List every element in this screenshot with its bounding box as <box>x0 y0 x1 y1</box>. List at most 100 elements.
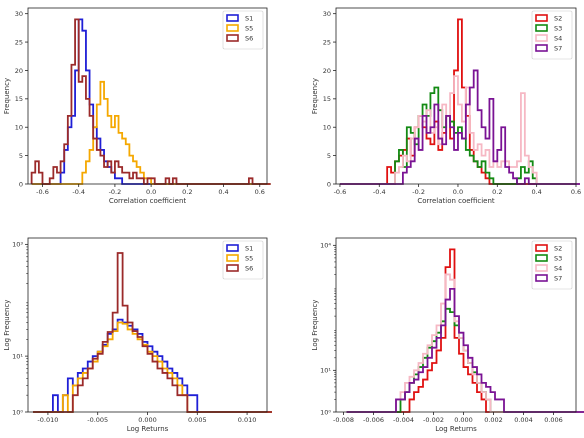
legend-swatch-s2 <box>535 14 548 22</box>
histogram-series-s1 <box>32 318 272 413</box>
legend-swatch-s7 <box>535 274 548 282</box>
legend: S2 S3 S4 S7 <box>531 240 573 290</box>
chart-panel-1: -0.6 -0.4 -0.2 0.0 0.2 0.4 0.6 0 5 10 15 20 25 30 Corr… <box>3 7 271 205</box>
x-tick-label: -0.2 <box>109 188 122 196</box>
y-tick-label: 10 <box>323 124 331 132</box>
x-tick-label: -0.2 <box>412 188 425 196</box>
x-tick-label: 0.2 <box>492 188 502 196</box>
y-tick-label: 15 <box>15 95 23 103</box>
y-tick-label: 5 <box>19 152 23 160</box>
legend-label-s5: S5 <box>245 25 253 33</box>
legend-label-s2: S2 <box>554 15 562 23</box>
y-axis-label: Log Frequency <box>311 300 319 351</box>
axes-frame <box>335 7 577 185</box>
legend-swatch-s1 <box>226 14 239 22</box>
legend-label-s7: S7 <box>554 45 562 53</box>
y-tick-label: 10⁴ <box>320 242 331 250</box>
x-tick-label: -0.010 <box>37 416 58 424</box>
histogram-series-s3 <box>339 86 580 185</box>
chart-panel-3: -0.010 -0.005 0.000 0.005 0.010 10⁰ 10¹ 10³ Log … <box>3 237 272 433</box>
legend-box <box>531 240 573 290</box>
histogram-series-s3 <box>346 307 584 413</box>
x-tick-label: -0.6 <box>36 188 49 196</box>
x-tick-label: 0.000 <box>138 416 157 424</box>
legend-label-s3: S3 <box>554 255 562 263</box>
axes-frame <box>27 7 268 185</box>
x-tick-label: -0.005 <box>87 416 108 424</box>
legend-label-s7: S7 <box>554 275 562 283</box>
legend-box <box>222 240 264 280</box>
legend-label-s6: S6 <box>245 35 253 43</box>
y-axis-label: Frequency <box>311 78 319 114</box>
y-tick-label: 15 <box>323 95 331 103</box>
x-tick-label: -0.6 <box>334 188 347 196</box>
x-tick-label: 0.4 <box>531 188 541 196</box>
x-tick-label: 0.2 <box>182 188 192 196</box>
x-axis-label: Log Returns <box>127 425 169 433</box>
x-tick-label: -0.008 <box>333 416 354 424</box>
chart-panel-4: -0.008 -0.006 -0.004 -0.002 0.000 0.002 0.004 0… <box>311 237 584 433</box>
legend-box <box>222 10 264 50</box>
y-tick-label: 10¹ <box>320 367 331 375</box>
legend-swatch-s7 <box>535 44 548 52</box>
x-tick-label: 0.006 <box>544 416 563 424</box>
legend-label-s1: S1 <box>245 15 253 23</box>
chart-panel-2: -0.6 -0.4 -0.2 0.0 0.2 0.4 0.6 0 5 10 15 20 25 30 Corr… <box>311 7 581 205</box>
x-tick-label: 0.0 <box>453 188 463 196</box>
histogram-series-s4 <box>339 75 580 185</box>
x-tick-label: 0.000 <box>454 416 473 424</box>
x-tick-label: -0.004 <box>393 416 414 424</box>
x-tick-label: 0.6 <box>571 188 581 196</box>
y-tick-label: 30 <box>323 10 331 18</box>
legend-swatch-s1 <box>226 244 239 252</box>
x-tick-label: 0.0 <box>146 188 156 196</box>
y-tick-label: 0 <box>327 180 331 188</box>
legend-label-s4: S4 <box>554 265 562 273</box>
legend-swatch-s2 <box>535 244 548 252</box>
y-tick-label: 10⁰ <box>12 408 23 416</box>
legend: S1 S5 S6 <box>222 10 264 50</box>
legend-swatch-s3 <box>535 254 548 262</box>
legend-label-s5: S5 <box>245 255 253 263</box>
x-axis-label: Correlation coefficient <box>109 197 187 205</box>
x-tick-label: 0.4 <box>218 188 228 196</box>
legend-swatch-s3 <box>535 24 548 32</box>
y-tick-label: 0 <box>19 180 23 188</box>
y-tick-label: 25 <box>323 38 331 46</box>
x-tick-label: -0.006 <box>363 416 384 424</box>
x-tick-label: -0.4 <box>373 188 386 196</box>
y-tick-label: 20 <box>15 67 23 75</box>
histogram-series-s4 <box>346 273 584 413</box>
legend-box <box>531 10 573 60</box>
legend-label-s4: S4 <box>554 35 562 43</box>
axes-frame <box>335 237 577 413</box>
legend-label-s3: S3 <box>554 25 562 33</box>
y-axis-label: Frequency <box>3 78 11 114</box>
legend-swatch-s4 <box>535 34 548 42</box>
legend-label-s1: S1 <box>245 245 253 253</box>
x-axis-label: Correlation coefficient <box>417 197 495 205</box>
x-tick-label: 0.002 <box>484 416 503 424</box>
y-tick-label: 5 <box>327 152 331 160</box>
x-tick-label: 0.005 <box>188 416 207 424</box>
legend-swatch-s5 <box>226 254 239 262</box>
x-tick-label: 0.6 <box>255 188 265 196</box>
x-axis-label: Log Returns <box>435 425 477 433</box>
y-axis-label: Log Frequency <box>3 300 11 351</box>
y-tick-label: 10¹ <box>12 352 23 360</box>
x-tick-label: -0.4 <box>72 188 85 196</box>
legend-swatch-s5 <box>226 24 239 32</box>
x-tick-label: 0.010 <box>238 416 257 424</box>
y-tick-label: 10³ <box>12 241 23 249</box>
y-tick-label: 30 <box>15 10 23 18</box>
legend-swatch-s6 <box>226 34 239 42</box>
legend-swatch-s6 <box>226 264 239 272</box>
legend-label-s2: S2 <box>554 245 562 253</box>
y-tick-label: 10⁰ <box>320 408 331 416</box>
legend: S1 S5 S6 <box>222 240 264 280</box>
y-tick-label: 10 <box>15 124 23 132</box>
y-tick-label: 25 <box>15 38 23 46</box>
legend: S2 S3 S4 S7 <box>531 10 573 60</box>
histogram-series-s5 <box>32 321 272 413</box>
